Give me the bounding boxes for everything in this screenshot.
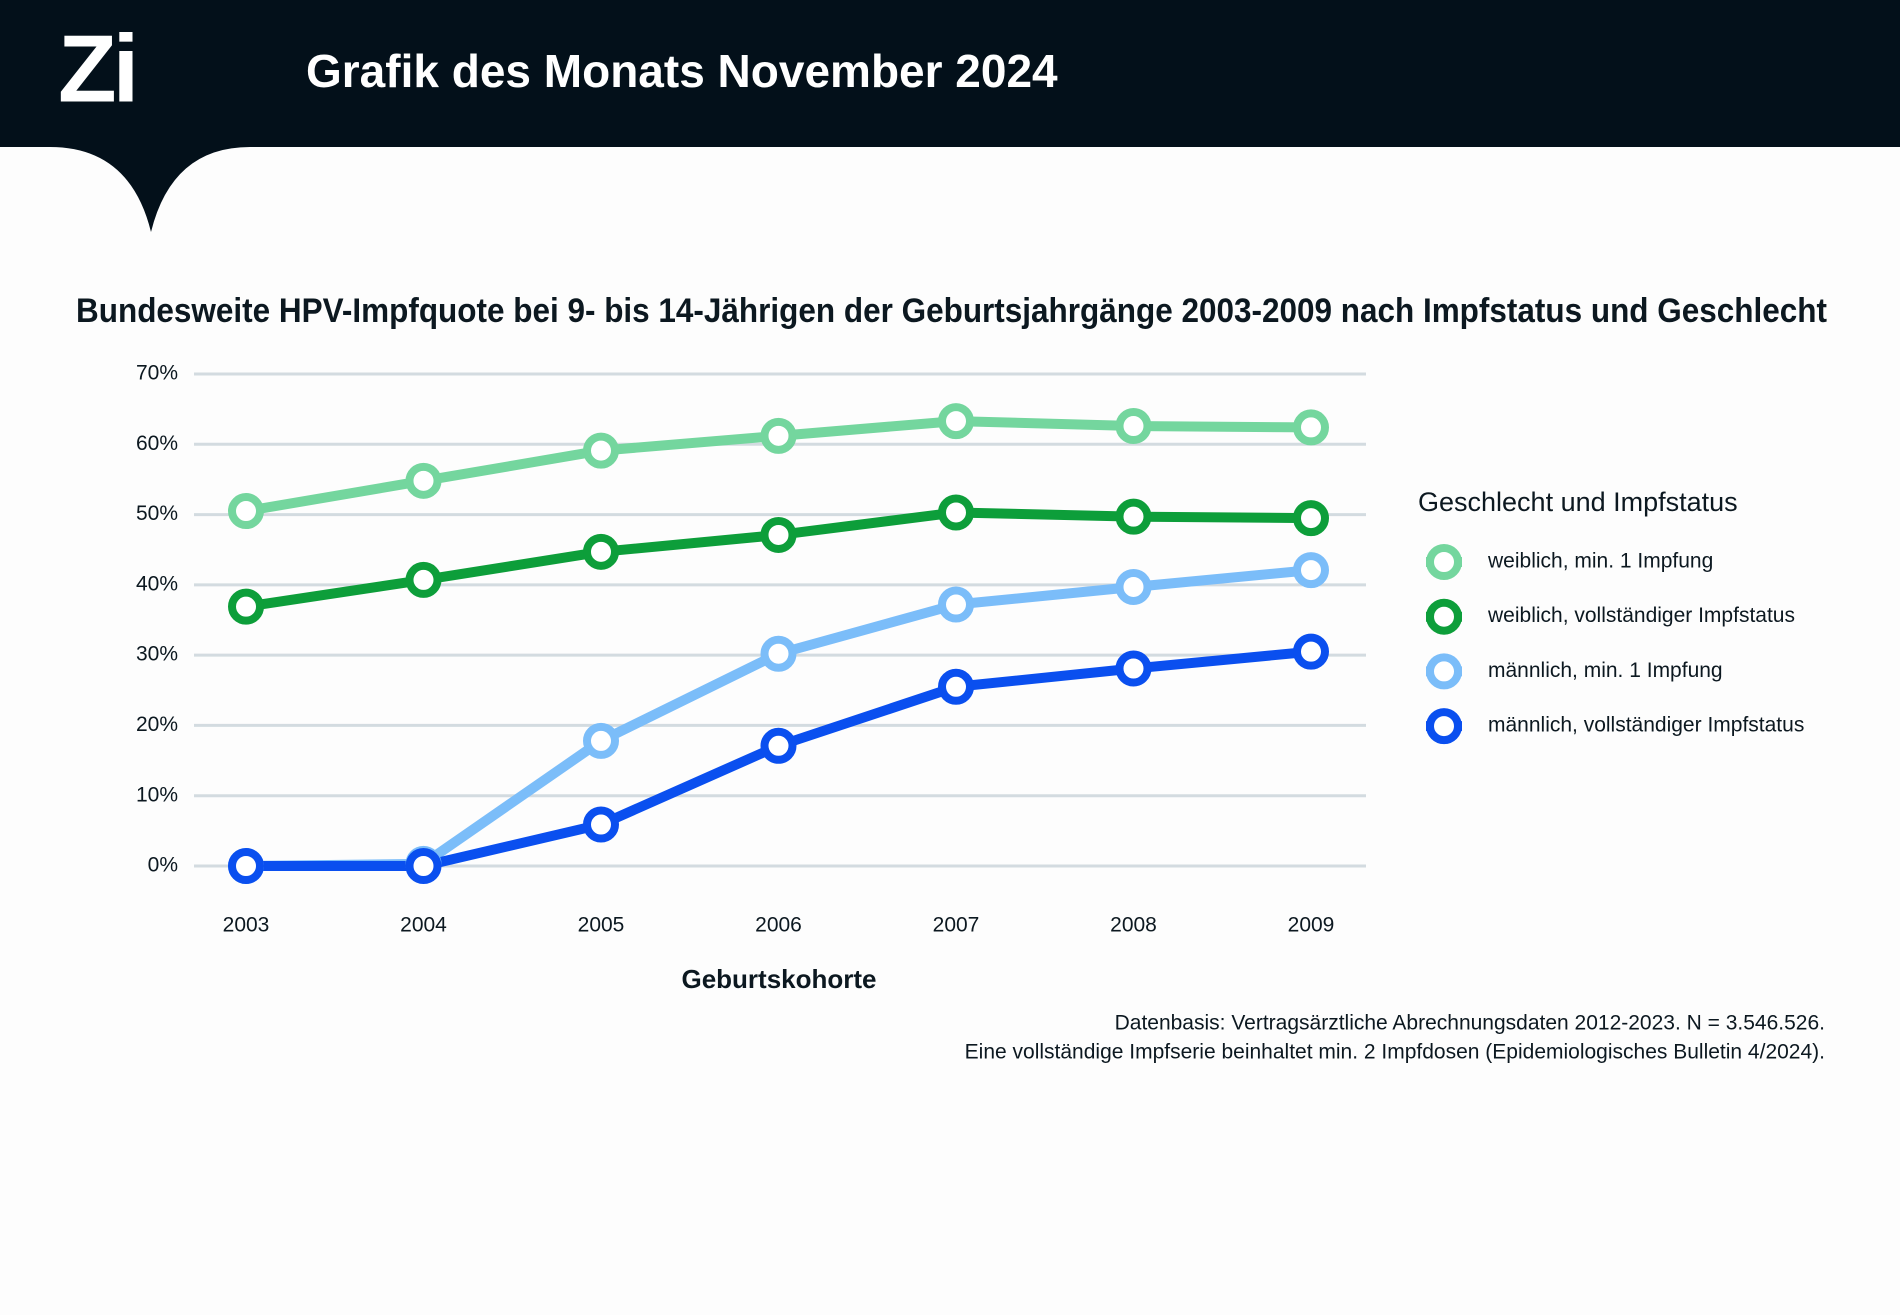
y-tick-label: 20% <box>136 713 178 736</box>
y-tick-label: 0% <box>148 854 178 877</box>
point <box>760 635 797 672</box>
x-tick-label: 2009 <box>1288 914 1335 937</box>
chart-title: Bundesweite HPV-Impfquote bei 9- bis 14-… <box>76 292 1827 330</box>
legend-label: weiblich, min. 1 Impfung <box>1487 550 1713 573</box>
point <box>405 462 442 499</box>
x-tick-label: 2007 <box>933 914 980 937</box>
point <box>228 588 264 625</box>
point <box>1115 498 1152 535</box>
y-tick-label: 10% <box>136 783 178 806</box>
legend-title: Geschlecht und Impfstatus <box>1418 487 1738 517</box>
point <box>938 668 974 705</box>
point <box>583 722 619 759</box>
y-tick-label: 70% <box>136 362 178 385</box>
y-tick-label: 60% <box>136 432 178 455</box>
point <box>938 403 974 440</box>
header-title: Grafik des Monats November 2024 <box>306 45 1058 97</box>
point <box>760 417 797 454</box>
point <box>1293 633 1329 670</box>
point <box>938 586 974 623</box>
point <box>1115 408 1152 445</box>
point <box>1293 552 1329 589</box>
x-tick-label: 2003 <box>223 914 270 937</box>
point <box>760 516 797 553</box>
x-tick-label: 2004 <box>400 914 447 937</box>
point <box>938 494 974 531</box>
note: Datenbasis: Vertragsärztliche Abrechnung… <box>1115 1012 1825 1035</box>
legend-swatch <box>1426 544 1462 580</box>
x-tick-label: 2008 <box>1110 914 1157 937</box>
point <box>1115 568 1152 605</box>
point <box>583 806 619 843</box>
point <box>228 493 264 530</box>
legend-label: männlich, vollständiger Impfstatus <box>1488 714 1804 737</box>
legend-label: männlich, min. 1 Impfung <box>1488 659 1723 682</box>
legend-swatch <box>1426 598 1462 635</box>
logo: Zi <box>58 15 135 122</box>
x-tick-label: 2005 <box>578 914 625 937</box>
note: Eine vollständige Impfserie beinhaltet m… <box>965 1041 1825 1064</box>
legend-label: weiblich, vollständiger Impfstatus <box>1487 604 1795 627</box>
y-tick-label: 30% <box>136 643 178 666</box>
x-axis-label: Geburtskohorte <box>681 964 876 994</box>
point <box>228 848 264 884</box>
point <box>405 561 442 598</box>
point <box>583 432 619 469</box>
header-band <box>0 0 1900 147</box>
x-tick-label: 2006 <box>755 914 802 937</box>
point <box>760 727 797 764</box>
point <box>1293 409 1329 446</box>
point <box>1293 500 1329 537</box>
point <box>1115 650 1152 687</box>
legend-swatch <box>1426 708 1462 745</box>
legend-swatch <box>1426 653 1462 690</box>
point <box>583 533 619 570</box>
header-notch <box>50 147 250 232</box>
y-tick-label: 50% <box>136 502 178 525</box>
point <box>405 848 442 884</box>
y-tick-label: 40% <box>136 572 178 595</box>
